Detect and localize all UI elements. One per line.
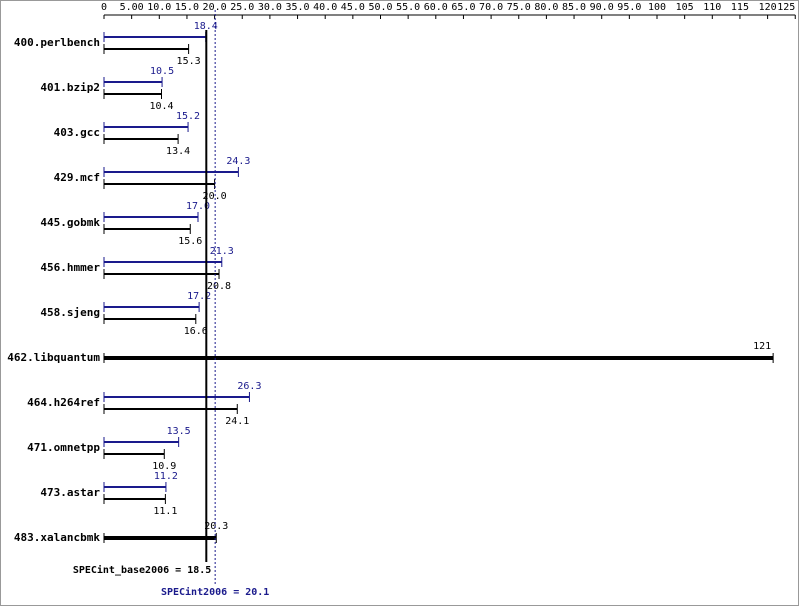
x-tick-label: 10.0 [147, 2, 171, 13]
x-tick-label: 100 [648, 2, 666, 13]
x-tick-label: 70.0 [479, 2, 503, 13]
value-label: 11.1 [153, 506, 177, 517]
bar [104, 138, 179, 140]
value-label: 21.3 [210, 246, 234, 257]
x-tick-label: 115 [731, 2, 749, 13]
value-label: 15.3 [177, 56, 201, 67]
bar [104, 408, 238, 410]
bar [104, 498, 166, 500]
bar [104, 36, 206, 38]
reference-label: SPECint_base2006 = 18.5 [73, 564, 211, 576]
x-tick-label: 60.0 [424, 2, 448, 13]
category-label: 456.hmmer [40, 261, 100, 274]
x-tick-label: 45.0 [341, 2, 365, 13]
x-tick-label: 50.0 [368, 2, 392, 13]
category-label: 445.gobmk [40, 216, 100, 229]
bar [104, 396, 250, 398]
category-label: 429.mcf [54, 171, 100, 184]
value-label: 13.5 [167, 426, 191, 437]
x-tick-label: 110 [703, 2, 721, 13]
bar [104, 441, 179, 443]
bar [104, 318, 196, 320]
x-tick-label: 0 [101, 2, 107, 13]
value-label: 10.4 [149, 101, 173, 112]
value-label: 26.3 [237, 381, 261, 392]
category-label: 403.gcc [54, 126, 100, 139]
bar [104, 183, 215, 185]
bar [104, 356, 774, 360]
bar [104, 228, 191, 230]
bar [104, 273, 220, 275]
bar [104, 216, 199, 218]
category-label: 400.perlbench [14, 36, 100, 49]
x-tick-label: 55.0 [396, 2, 420, 13]
category-label: 401.bzip2 [40, 81, 100, 94]
value-label: 121 [753, 341, 771, 352]
value-label: 18.4 [194, 21, 218, 32]
x-tick-label: 120 [759, 2, 777, 13]
bar [104, 48, 189, 50]
bar [104, 453, 165, 455]
x-tick-label: 85.0 [562, 2, 586, 13]
x-tick-label: 75.0 [507, 2, 531, 13]
x-tick-label: 95.0 [617, 2, 641, 13]
category-label: 464.h264ref [27, 396, 100, 409]
value-label: 17.2 [187, 291, 211, 302]
value-label: 10.5 [150, 66, 174, 77]
bar [104, 261, 222, 263]
bar [104, 93, 162, 95]
category-label: 473.astar [40, 486, 100, 499]
bar [104, 126, 189, 128]
x-tick-label: 20.0 [203, 2, 227, 13]
bar [104, 486, 166, 488]
value-label: 17.0 [186, 201, 210, 212]
x-tick-label: 125 [777, 2, 795, 13]
value-label: 20.8 [207, 281, 231, 292]
x-tick-label: 105 [676, 2, 694, 13]
x-tick-label: 65.0 [451, 2, 475, 13]
category-label: 483.xalancbmk [14, 531, 100, 544]
category-label: 462.libquantum [7, 351, 100, 364]
bar [104, 536, 217, 540]
bar [104, 81, 163, 83]
x-tick-label: 40.0 [313, 2, 337, 13]
value-label: 15.2 [176, 111, 200, 122]
value-label: 24.1 [225, 416, 249, 427]
x-tick-label: 30.0 [258, 2, 282, 13]
x-tick-label: 80.0 [534, 2, 558, 13]
x-tick-label: 25.0 [230, 2, 254, 13]
x-tick-label: 90.0 [590, 2, 614, 13]
category-label: 471.omnetpp [27, 441, 100, 454]
value-label: 24.3 [226, 156, 250, 167]
bar [104, 171, 239, 173]
reference-label: SPECint2006 = 20.1 [161, 586, 269, 598]
category-label: 458.sjeng [40, 306, 100, 319]
value-label: 20.3 [204, 521, 228, 532]
value-label: 20.0 [203, 191, 227, 202]
x-tick-label: 5.00 [120, 2, 144, 13]
x-tick-label: 15.0 [175, 2, 199, 13]
bar [104, 306, 200, 308]
x-tick-label: 35.0 [286, 2, 310, 13]
value-label: 11.2 [154, 471, 178, 482]
value-label: 15.6 [178, 236, 202, 247]
value-label: 10.9 [152, 461, 176, 472]
value-label: 13.4 [166, 146, 190, 157]
value-label: 16.6 [184, 326, 208, 337]
